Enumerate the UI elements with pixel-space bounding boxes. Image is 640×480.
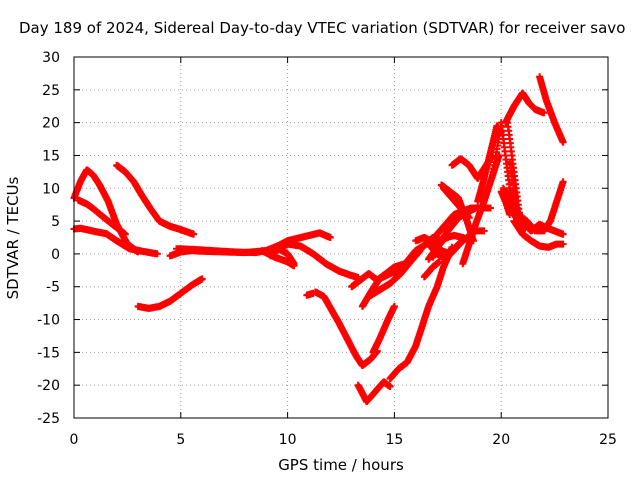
x-tick-label: 20 [492, 432, 510, 448]
data-point-markers [354, 378, 394, 406]
x-tick-label: 0 [70, 432, 79, 448]
x-tick-label: 15 [385, 432, 403, 448]
y-tick-label: 10 [42, 181, 60, 197]
chart-title: Day 189 of 2024, Sidereal Day-to-day VTE… [19, 19, 625, 37]
data-point-markers [536, 73, 567, 146]
data-point-markers [258, 247, 298, 270]
data-point-markers [113, 161, 198, 238]
y-tick-label: -5 [46, 280, 60, 296]
series-arc31 [536, 73, 567, 146]
y-tick-label: -15 [37, 345, 60, 361]
plot-frame [73, 56, 609, 419]
series-arc4 [113, 161, 198, 238]
y-tick-label: 5 [51, 214, 60, 230]
series-arc17 [358, 247, 424, 310]
series-arc21 [420, 258, 443, 281]
data-point-markers [303, 289, 317, 299]
series-arc3 [74, 196, 129, 238]
data-point-markers [502, 89, 548, 127]
series-arc36 [510, 217, 567, 251]
y-tick-label: -10 [37, 313, 60, 329]
series-arc29 [489, 119, 518, 212]
x-tick-label: 10 [279, 432, 297, 448]
data-point-markers [489, 119, 518, 212]
y-axis-label: SDTVAR / TECUs [4, 176, 22, 299]
series-arc9 [258, 247, 298, 270]
series-arc12 [354, 378, 394, 406]
x-tick-label: 5 [176, 432, 185, 448]
series-arc5 [134, 275, 206, 312]
y-tick-label: 15 [42, 148, 60, 164]
series-arc30 [502, 89, 548, 127]
y-tick-label: -25 [37, 411, 60, 427]
data-point-markers [134, 275, 206, 312]
x-tick-label: 25 [599, 432, 617, 448]
y-tick-label: 0 [51, 247, 60, 263]
series-arc11 [303, 289, 317, 299]
y-axis-ticks: -25 -20 -15 -10 -5 0 5 10 15 20 25 30 [37, 50, 608, 427]
y-tick-label: 20 [42, 116, 60, 132]
series-arc37 [497, 188, 514, 218]
data-point-markers [386, 243, 456, 383]
data-point-markers [510, 217, 567, 251]
series-arc10 [311, 288, 381, 369]
data-point-markers [74, 196, 129, 238]
series-arc13 [386, 243, 456, 383]
y-tick-label: 30 [42, 50, 60, 66]
data-point-markers [420, 258, 443, 281]
y-tick-label: 25 [42, 83, 60, 99]
series-arc14 [369, 302, 398, 356]
data-point-markers [369, 302, 398, 356]
y-tick-label: -20 [37, 378, 60, 394]
data-point-markers [358, 247, 424, 310]
data-point-markers [311, 288, 381, 369]
x-axis-label: GPS time / hours [278, 456, 404, 474]
data-point-markers [497, 188, 514, 218]
